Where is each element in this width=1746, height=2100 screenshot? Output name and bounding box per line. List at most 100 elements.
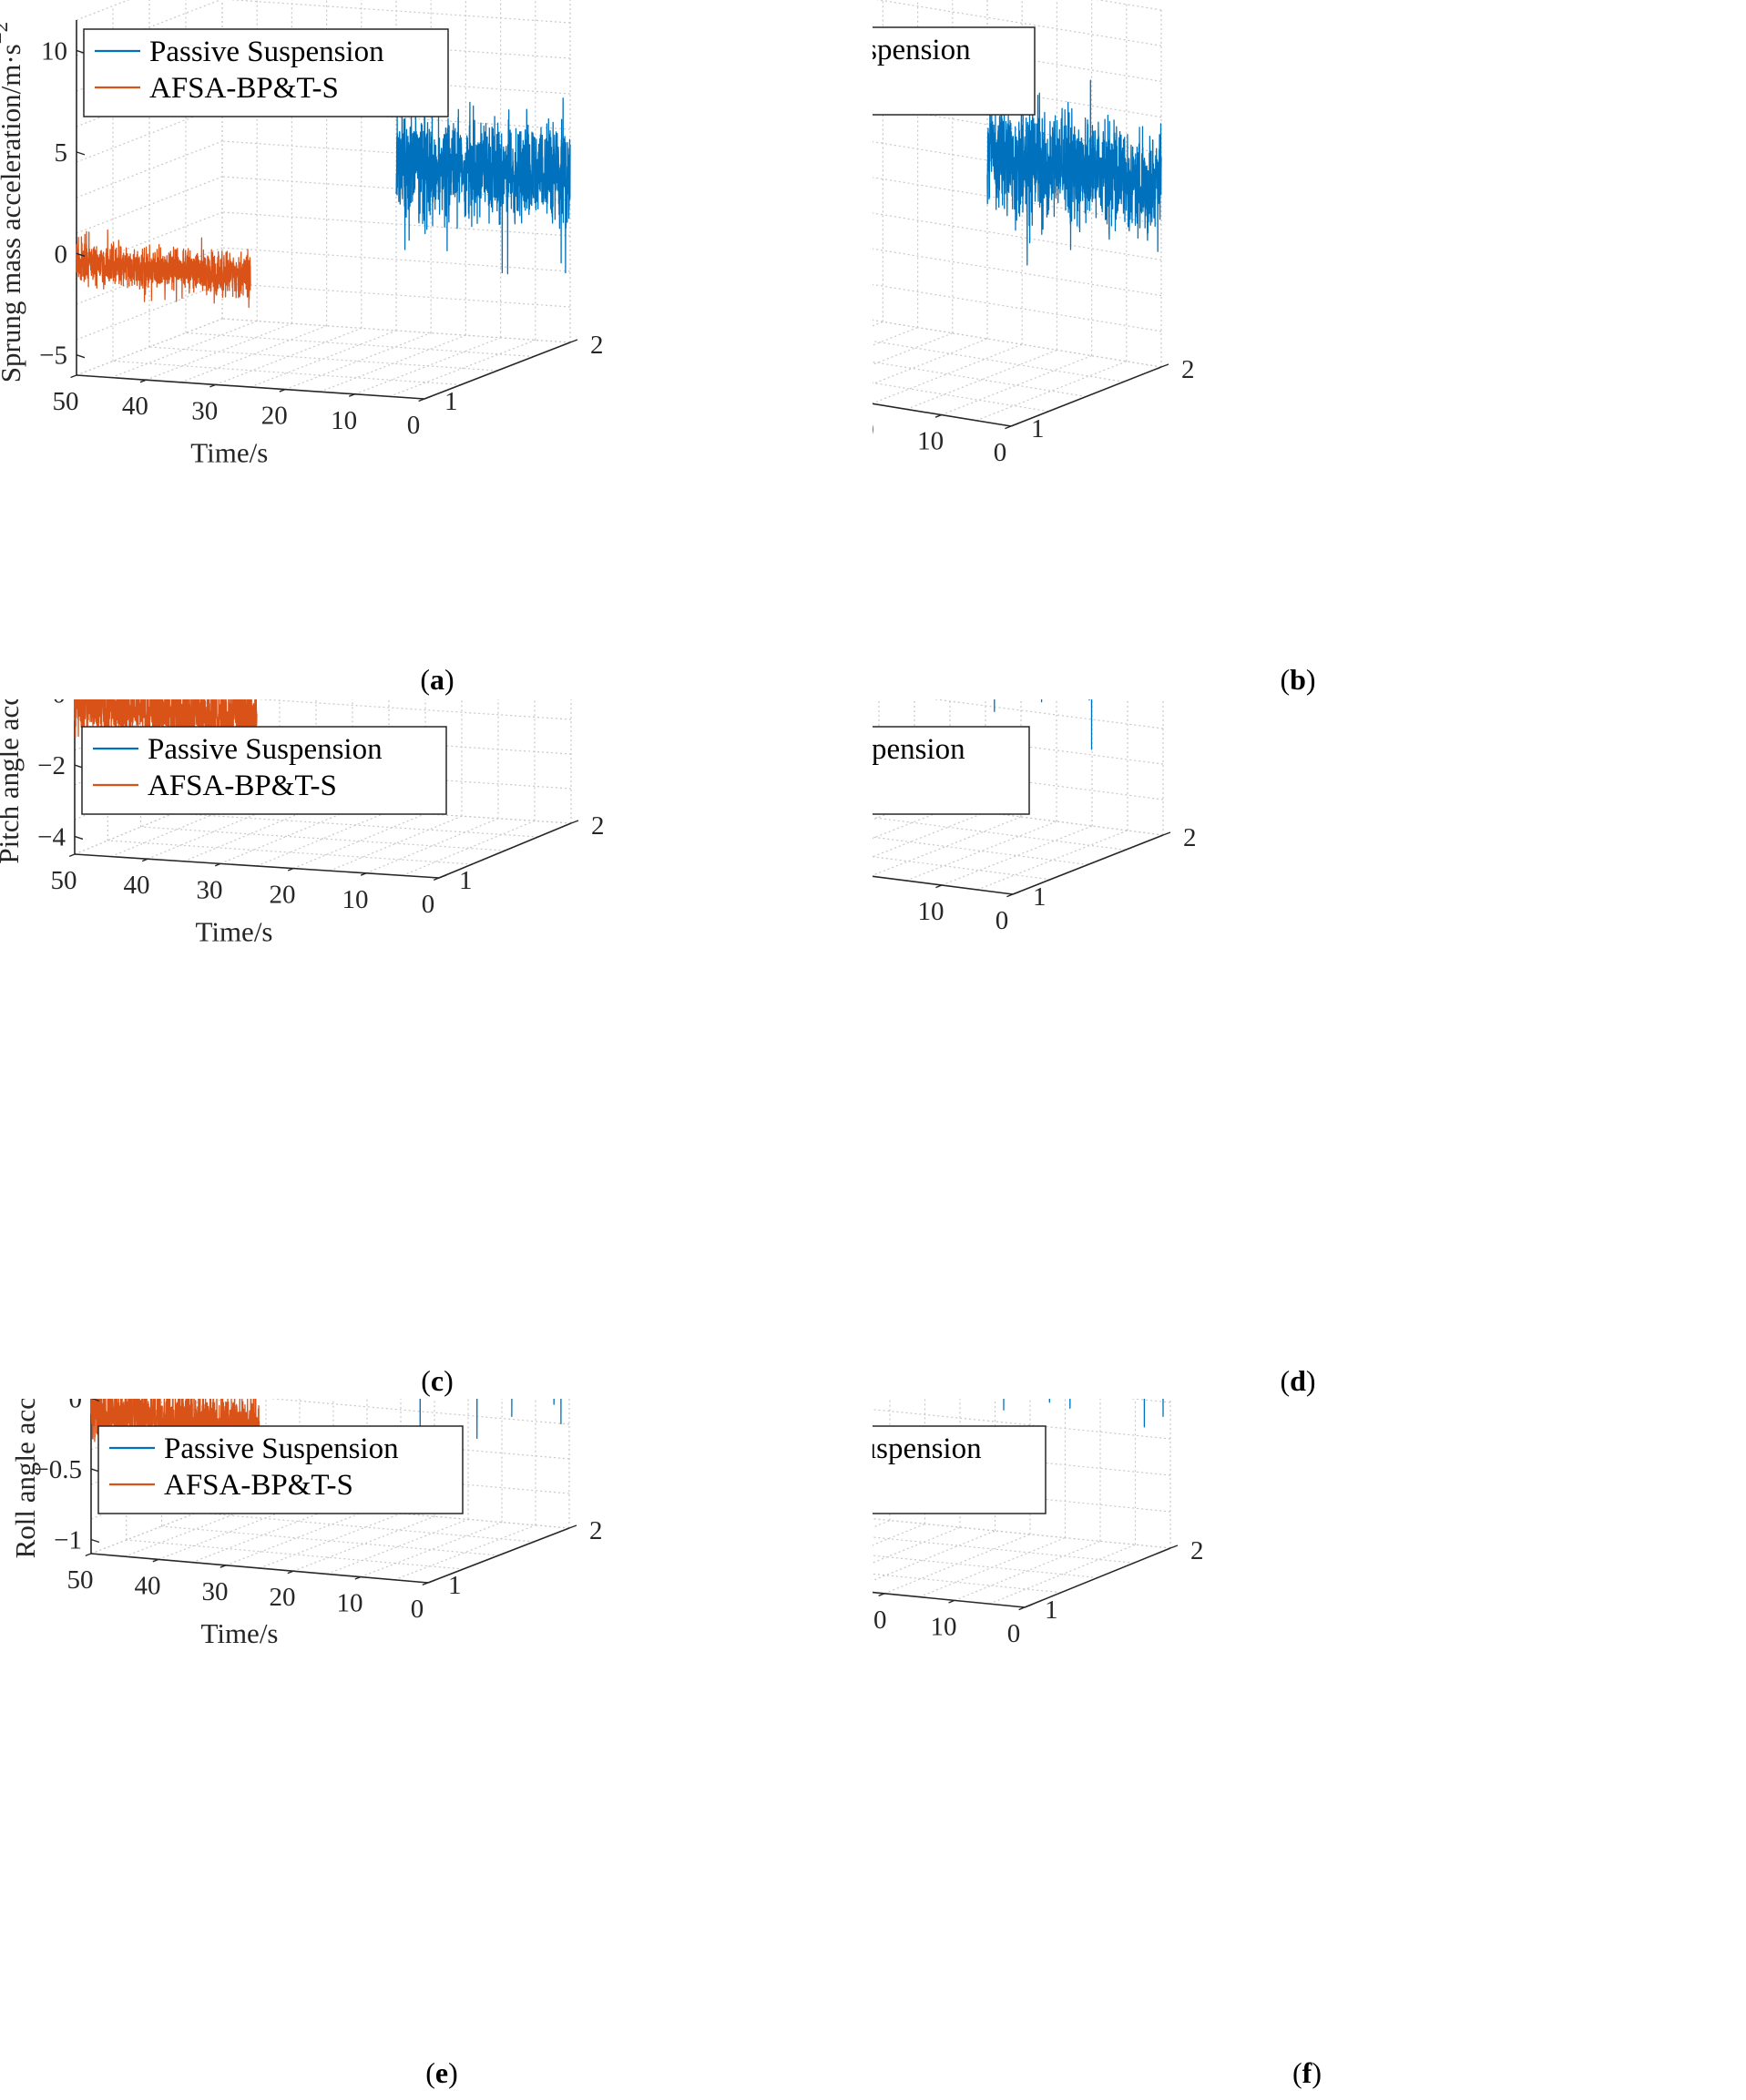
z-tick-label-c-0: −4 [37, 822, 66, 851]
legend-box-e [97, 1425, 464, 1514]
y-tick-mark-e-0 [427, 1579, 436, 1584]
grid-line-floor-y-c-1 [107, 840, 473, 865]
grid-line-floor-y-f-4 [873, 1518, 1171, 1549]
caption-b: (b) [1280, 663, 1316, 696]
z-tick-label-c-2: 0 [53, 699, 66, 709]
x-tick-label-a-2: 30 [191, 396, 218, 425]
series-line-c-1 [74, 699, 258, 762]
x-tick-mark-e-2 [220, 1565, 227, 1568]
grid-line-zx-a-9 [227, 0, 571, 24]
x-tick-mark-c-3 [287, 867, 294, 872]
y-axis-e [427, 1527, 570, 1584]
x-tick-label-f-3: 20 [873, 1606, 887, 1635]
legend-f: Passive SuspensionBP&T-S [873, 1425, 1047, 1514]
x-ticks-c: 50 40 30 20 10 0 [51, 853, 440, 919]
z-tick-mark-e-2 [90, 1399, 100, 1402]
x-tick-label-d-4: 10 [918, 897, 944, 926]
grid-line-floor-y-a-1 [112, 360, 462, 386]
grid-line-floor-y-b-3 [873, 340, 1124, 382]
legend-label-a-0: Passive Suspension [149, 36, 384, 68]
grid-line-floor-x-d-2 [941, 825, 1093, 886]
x-tick-label-d-5: 0 [996, 906, 1009, 935]
y-tick-label-b-1: 2 [1181, 355, 1195, 384]
x-ticks-e: 50 40 30 20 10 0 [67, 1553, 429, 1624]
grid-line-floor-x-b-5 [873, 338, 988, 385]
grid-line-zx-d-3 [931, 699, 1164, 729]
z-axis-label-main-c: Pitch angle acceleration/rad·s [0, 699, 25, 864]
y-tick-mark-f-0 [1024, 1604, 1033, 1608]
grid-line-floor-x-d-6 [873, 807, 951, 840]
z-tick-mark-a-2 [76, 151, 86, 156]
x-axis-e [90, 1553, 429, 1584]
caption-f: (f) [1292, 2056, 1322, 2089]
grid-line-floor-x-b-8 [873, 321, 883, 327]
z-tick-label-a-2: 5 [55, 138, 68, 168]
x-tick-mark-e-3 [287, 1570, 294, 1575]
x-axis-c [74, 853, 440, 879]
legend-box-c [81, 726, 447, 815]
grid-line-zx-a-1 [221, 282, 571, 308]
grid-line-floor-x-e-1 [393, 1524, 536, 1581]
x-tick-label-c-2: 30 [197, 875, 223, 904]
x-tick-mark-e-4 [354, 1575, 362, 1580]
y-tick-label-b-0: 1 [1031, 414, 1045, 443]
grid-line-floor-x-a-9 [110, 321, 258, 379]
y-tick-label-c-0: 1 [459, 866, 473, 895]
grid-line-zx-b-1 [873, 283, 1162, 332]
x-tick-label-c-5: 0 [422, 890, 435, 919]
grid-line-floor-x-c-2 [365, 818, 499, 874]
x-tick-mark-b-4 [934, 413, 942, 418]
series-line-a-1 [76, 229, 251, 309]
x-tick-mark-a-0 [70, 374, 77, 379]
grid-line-floor-y-e-3 [197, 1512, 535, 1543]
grid-line-floor-x-a-1 [389, 339, 536, 397]
x-tick-mark-c-0 [68, 853, 76, 858]
grid-line-floor-x-f-5 [873, 1530, 996, 1582]
y-axis-d [1012, 834, 1164, 895]
grid-line-floor-y-f-1 [873, 1573, 1062, 1594]
x-tick-label-c-0: 50 [51, 866, 77, 895]
series-line-f-0 [1003, 1399, 1164, 1428]
x-tick-mark-e-1 [152, 1558, 159, 1563]
y-tick-mark-d-1 [1162, 831, 1171, 836]
grid-line-zx-f-0 [873, 1518, 1171, 1549]
x-tick-mark-a-1 [139, 379, 147, 383]
grid-line-floor-x-a-4 [284, 332, 432, 391]
legend-label-a-1: AFSA-BP&T-S [149, 72, 339, 105]
grid-line-floor-y-d-3 [873, 817, 1126, 851]
legend-label-d-0: Passive Suspension [873, 733, 965, 766]
caption-e: (e) [425, 2056, 458, 2089]
grid-line-floor-x-c-6 [220, 808, 353, 864]
grid-line-floor-y-a-4 [221, 318, 571, 343]
grid-line-floor-y-e-2 [161, 1525, 499, 1556]
legend-box-a [83, 28, 449, 117]
grid-line-floor-x-e-4 [292, 1515, 435, 1572]
z-tick-mark-c-0 [74, 835, 84, 841]
grid-line-floor-x-d-1 [976, 830, 1128, 891]
grid-line-floor-x-b-6 [873, 332, 954, 366]
x-axis-label-c: Time/s [195, 915, 272, 947]
grid-line-floor-x-c-5 [256, 810, 390, 867]
grid-line-floor-x-d-3 [905, 821, 1057, 882]
grid-line-zx-b-0 [873, 319, 1162, 368]
x-axis-label-a: Time/s [190, 436, 268, 468]
legend-box-f [873, 1425, 1047, 1514]
x-ticks-a: 50 40 30 20 10 0 [53, 374, 425, 440]
grid-line-zy-a-1 [76, 282, 223, 341]
legend-label-e-1: AFSA-BP&T-S [164, 1469, 353, 1502]
y-tick-mark-c-1 [570, 820, 579, 824]
y-tick-mark-b-0 [1010, 423, 1019, 427]
grid-line-floor-x-f-1 [989, 1544, 1136, 1605]
y-axis-f [1024, 1547, 1171, 1608]
x-tick-label-a-1: 40 [122, 392, 148, 421]
x-tick-mark-c-4 [360, 872, 367, 876]
z-tick-label-e-0: −1 [54, 1525, 82, 1555]
legend-label-e-0: Passive Suspension [164, 1432, 399, 1465]
z-tick-mark-a-1 [76, 252, 86, 257]
